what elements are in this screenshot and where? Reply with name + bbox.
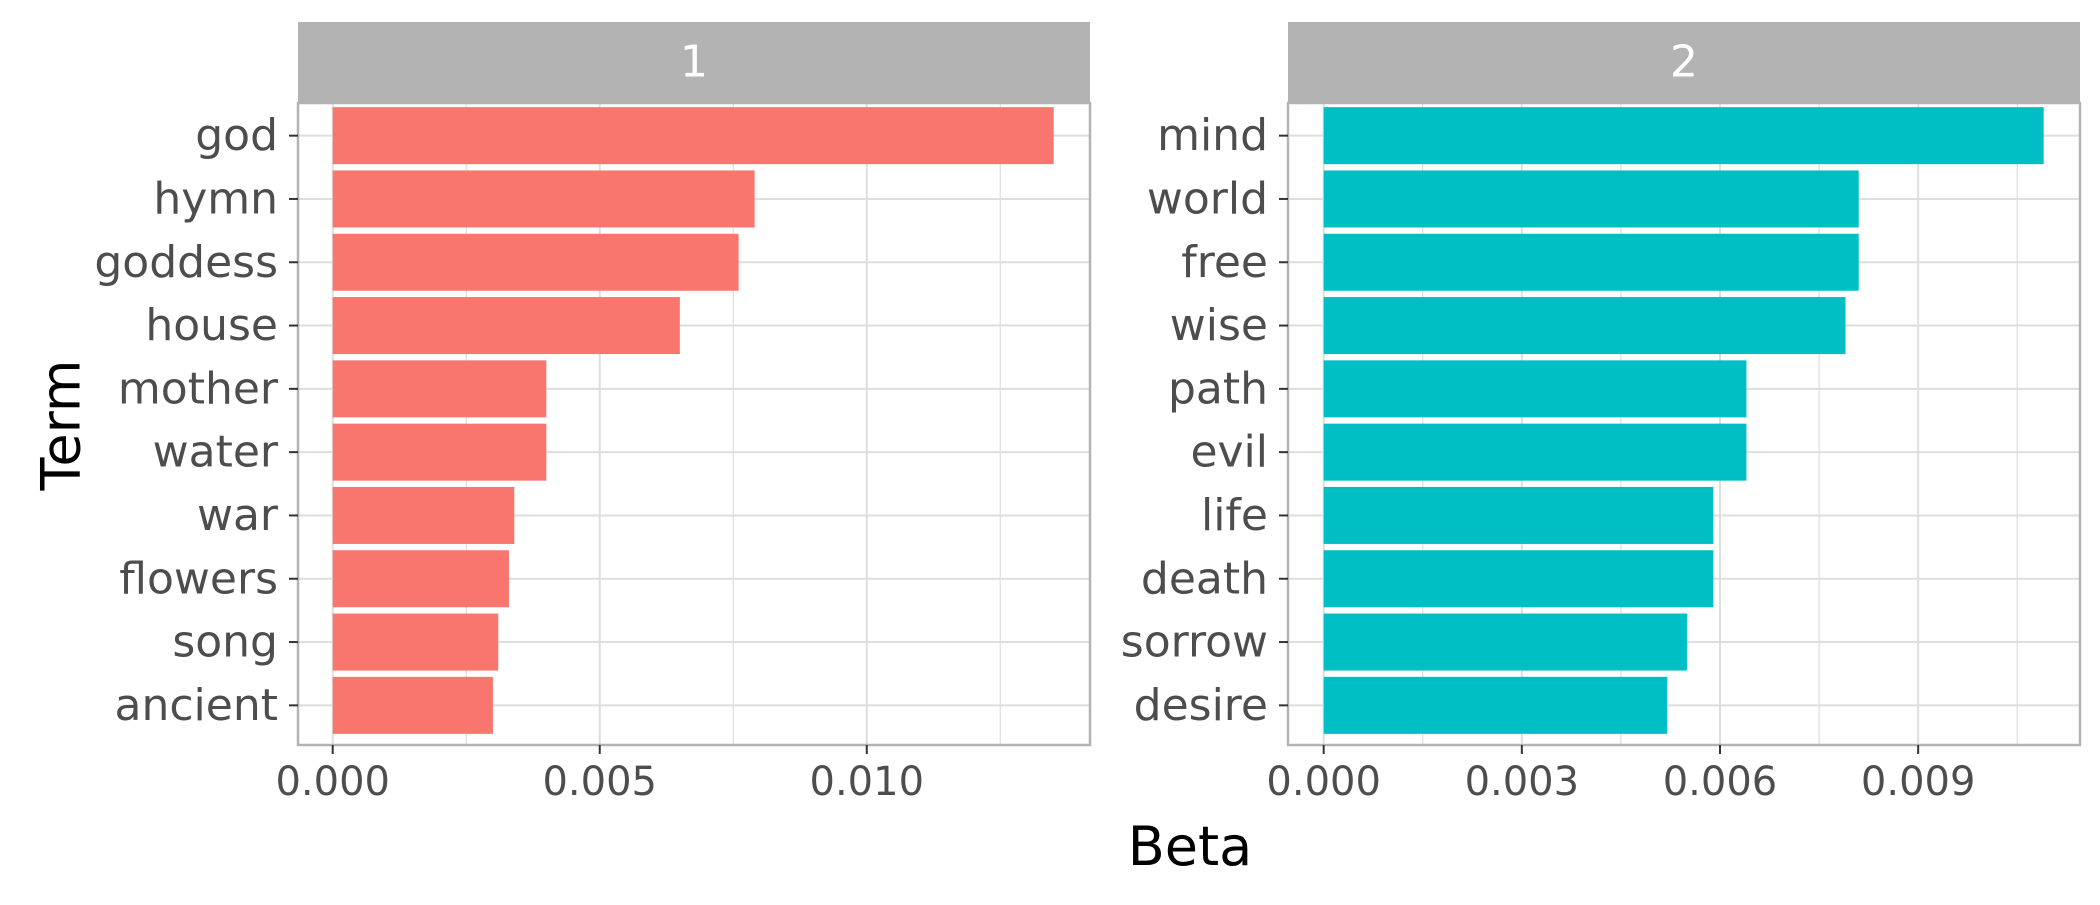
bar-goddess — [332, 233, 739, 291]
bar-god — [332, 107, 1054, 165]
bar-mind — [1323, 107, 2044, 165]
facet-strip — [298, 22, 1090, 103]
x-tick-label: 0.003 — [1465, 759, 1580, 805]
term-label-evil: evil — [1190, 427, 1268, 478]
term-label-hymn: hymn — [153, 173, 278, 224]
x-tick-label: 0.009 — [1861, 759, 1976, 805]
bar-sorrow — [1323, 613, 1687, 671]
term-label-goddess: goddess — [94, 237, 278, 288]
panel-border — [1286, 101, 2082, 747]
term-label-song: song — [172, 617, 278, 668]
bar-water — [332, 423, 547, 481]
panel-border — [296, 101, 1092, 747]
bar-desire — [1323, 676, 1668, 734]
facet-strip-label: 2 — [1670, 37, 1698, 88]
bar-flowers — [332, 550, 509, 608]
bar-song — [332, 613, 499, 671]
term-label-sorrow: sorrow — [1121, 617, 1268, 668]
bar-world — [1323, 170, 1859, 228]
bar-evil — [1323, 423, 1747, 481]
x-axis-title: Beta — [1128, 815, 1253, 878]
bar-ancient — [332, 676, 493, 734]
term-label-wise: wise — [1170, 300, 1268, 351]
bar-war — [332, 486, 515, 544]
term-label-path: path — [1168, 363, 1268, 414]
x-tick-label: 0.006 — [1663, 759, 1778, 805]
facet-panel-2: 2 mind world free wise path evil life death sorro… — [1121, 22, 2082, 805]
bar-free — [1323, 233, 1859, 291]
term-label-house: house — [145, 300, 278, 351]
facet-strip-label: 1 — [680, 37, 708, 88]
term-label-water: water — [153, 427, 279, 478]
term-label-war: war — [197, 490, 279, 541]
term-label-world: world — [1147, 173, 1268, 224]
x-tick-label: 0.000 — [275, 759, 390, 805]
x-tick-label: 0.000 — [1266, 759, 1381, 805]
term-label-mother: mother — [118, 363, 279, 414]
term-label-life: life — [1201, 490, 1268, 541]
facet-strip — [1288, 22, 2080, 103]
bar-hymn — [332, 170, 755, 228]
term-label-flowers: flowers — [119, 553, 278, 604]
x-tick-label: 0.010 — [810, 759, 925, 805]
term-label-free: free — [1181, 237, 1268, 288]
bar-house — [332, 297, 680, 355]
term-label-god: god — [195, 110, 278, 161]
term-label-death: death — [1141, 553, 1268, 604]
bar-death — [1323, 550, 1714, 608]
y-axis-title: Term — [30, 360, 93, 492]
term-label-ancient: ancient — [115, 680, 278, 731]
bar-mother — [332, 360, 547, 418]
term-label-desire: desire — [1134, 680, 1268, 731]
bar-life — [1323, 486, 1714, 544]
term-label-mind: mind — [1157, 110, 1268, 161]
x-tick-label: 0.005 — [542, 759, 657, 805]
bar-path — [1323, 360, 1747, 418]
bar-wise — [1323, 297, 1846, 355]
facet-panel-1: 1 god hymn goddess house mother water war flower… — [94, 22, 1092, 805]
